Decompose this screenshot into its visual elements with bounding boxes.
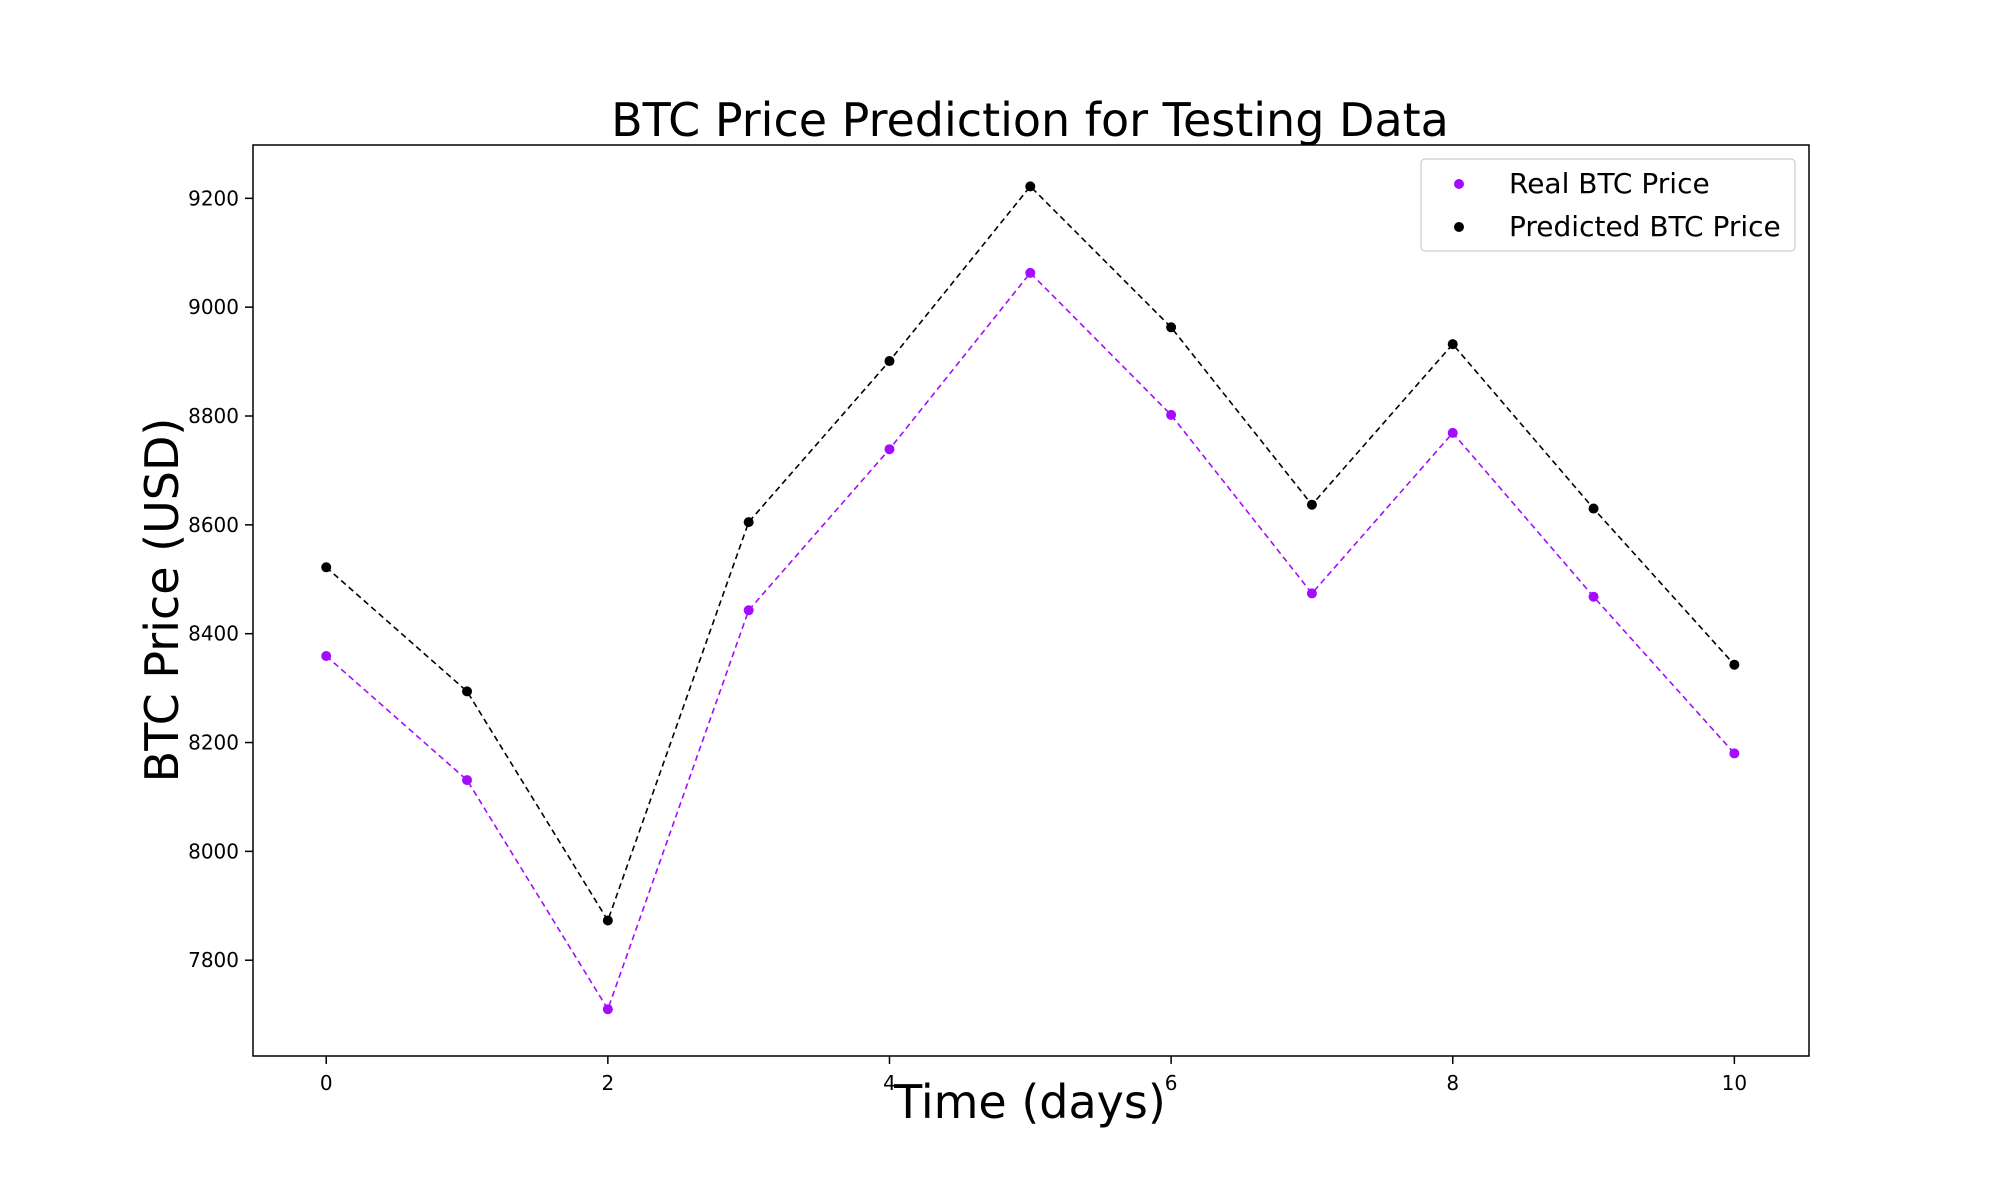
data-point-predicted [743,517,754,528]
x-tick-label: 0 [320,1071,333,1095]
y-tick-label: 9200 [188,186,239,210]
data-point-real [602,1004,613,1015]
data-point-predicted [884,356,895,367]
y-tick-label: 8400 [188,622,239,646]
data-point-real [1025,267,1036,278]
y-tick-label: 9000 [188,295,239,319]
data-point-predicted [1025,181,1036,192]
data-point-real [1447,427,1458,438]
legend: Real BTC Price Predicted BTC Price [1420,158,1796,252]
y-tick-label: 8600 [188,513,239,537]
data-point-predicted [1588,503,1599,514]
data-point-real [321,651,332,662]
legend-frame [1420,158,1796,252]
data-point-real [1588,591,1599,602]
x-tick-label: 2 [601,1071,614,1095]
data-point-predicted [321,562,332,573]
data-point-predicted [1729,659,1740,670]
data-point-predicted [602,915,613,926]
x-tick-label: 8 [1446,1071,1459,1095]
data-point-real [884,444,895,455]
y-tick-label: 8800 [188,404,239,428]
y-axis-label: BTC Price (USD) [135,418,189,783]
legend-label-real: Real BTC Price [1509,167,1710,200]
data-point-predicted [462,686,473,697]
data-point-real [462,775,473,786]
x-axis-label: Time (days) [893,1075,1166,1129]
y-tick-label: 7800 [188,948,239,972]
data-point-predicted [1166,322,1177,333]
legend-marker-real [1454,179,1464,189]
legend-label-predicted: Predicted BTC Price [1509,210,1781,243]
x-tick-label: 4 [883,1071,896,1095]
series-line-real [325,271,1735,1012]
x-tick-label: 6 [1165,1071,1178,1095]
series-layer [321,181,1740,1015]
plot-area [252,144,1810,1057]
chart-title: BTC Price Prediction for Testing Data [611,93,1449,147]
data-point-real [743,605,754,616]
data-point-real [1166,409,1177,420]
y-tick-label: 8200 [188,731,239,755]
y-tick-label: 8000 [188,839,239,863]
data-point-predicted [1306,499,1317,510]
plot-frame [252,144,1810,1057]
x-tick-label: 10 [1722,1071,1747,1095]
data-point-real [1729,748,1740,759]
x-axis: 0 2 4 6 8 10 [320,1056,1747,1095]
y-axis: 7800 8000 8200 8400 8600 8800 9000 9200 [188,186,253,972]
data-point-real [1306,588,1317,599]
legend-marker-predicted [1454,222,1464,232]
data-point-predicted [1447,339,1458,350]
